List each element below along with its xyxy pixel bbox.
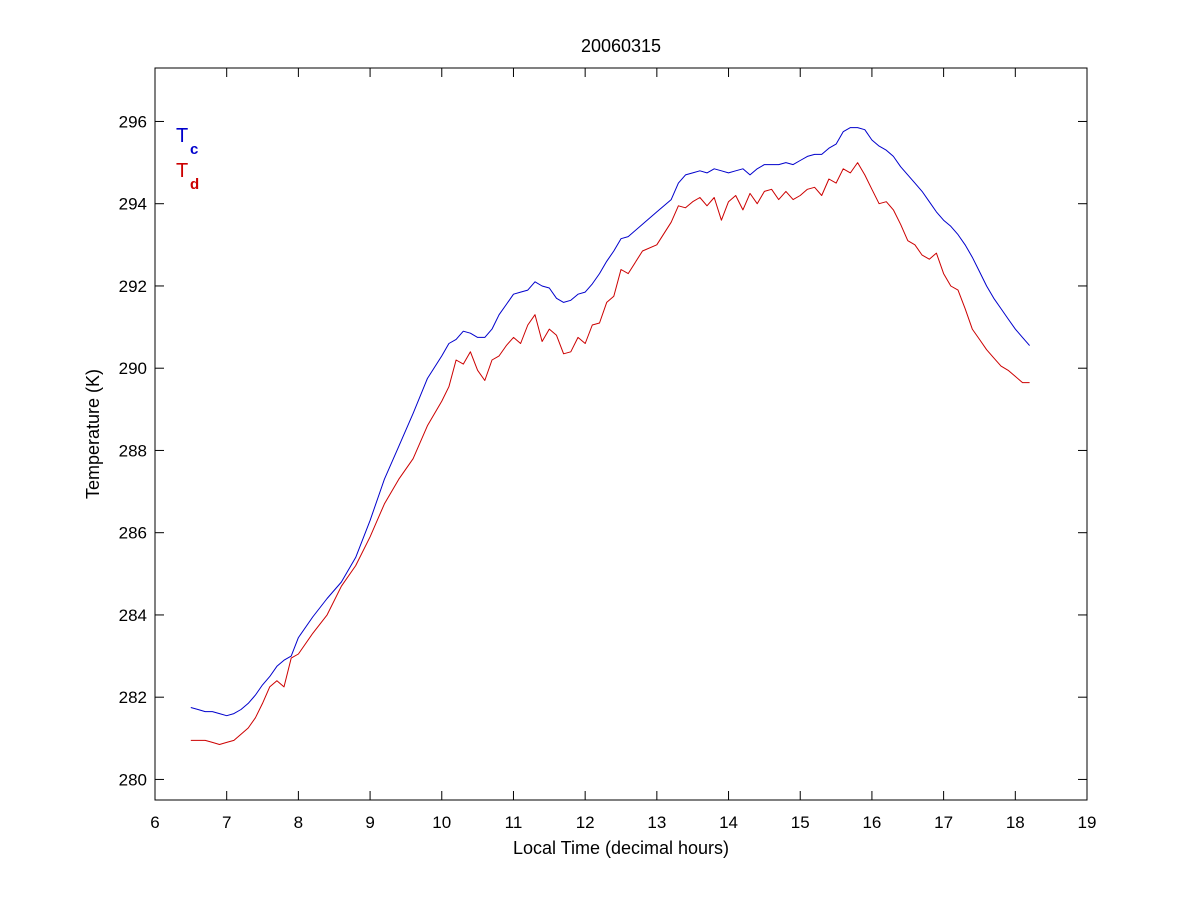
x-tick-label: 13 bbox=[647, 813, 666, 832]
series-layer bbox=[190, 127, 1030, 745]
legend-entry-td: T d bbox=[176, 160, 199, 193]
legend-subscript-td: d bbox=[190, 176, 199, 193]
x-tick-label: 14 bbox=[719, 813, 738, 832]
x-tick-label: 11 bbox=[505, 813, 523, 832]
x-tick-label: 7 bbox=[222, 813, 231, 832]
y-tick-label: 280 bbox=[119, 770, 147, 789]
legend-label-td: T bbox=[176, 160, 188, 182]
y-tick-label: 290 bbox=[119, 359, 147, 378]
legend: T c T d bbox=[176, 125, 199, 193]
x-tick-label: 10 bbox=[432, 813, 451, 832]
legend-label-tc: T bbox=[176, 125, 188, 147]
y-tick-label: 292 bbox=[119, 277, 147, 296]
y-tick-label: 288 bbox=[119, 441, 147, 460]
x-tick-label: 15 bbox=[791, 813, 810, 832]
y-tick-label: 282 bbox=[119, 688, 147, 707]
y-tick-label: 284 bbox=[119, 606, 147, 625]
y-tick-label: 286 bbox=[119, 524, 147, 543]
y-axis-label: Temperature (K) bbox=[83, 369, 103, 499]
x-tick-label: 17 bbox=[934, 813, 953, 832]
legend-entry-tc: T c bbox=[176, 125, 198, 158]
x-axis-label: Local Time (decimal hours) bbox=[513, 838, 729, 858]
x-tick-label: 18 bbox=[1006, 813, 1025, 832]
plot-background bbox=[155, 68, 1087, 800]
x-tick-label: 12 bbox=[576, 813, 595, 832]
ticks-layer: 6 7 8 9 10 11 12 13 14 15 16 17 18 19 280 282 284 286 288 2… bbox=[119, 68, 1097, 832]
x-tick-label: 6 bbox=[150, 813, 159, 832]
x-tick-label: 19 bbox=[1078, 813, 1097, 832]
x-tick-label: 9 bbox=[365, 813, 374, 832]
y-tick-label: 294 bbox=[119, 195, 147, 214]
y-tick-label: 296 bbox=[119, 112, 147, 131]
x-tick-label: 16 bbox=[862, 813, 881, 832]
legend-subscript-tc: c bbox=[190, 141, 198, 158]
series-line-tc bbox=[190, 127, 1030, 717]
series-line-td bbox=[190, 162, 1030, 745]
x-tick-label: 8 bbox=[294, 813, 303, 832]
chart-title: 20060315 bbox=[581, 36, 661, 56]
plot-frame bbox=[154, 67, 1088, 801]
